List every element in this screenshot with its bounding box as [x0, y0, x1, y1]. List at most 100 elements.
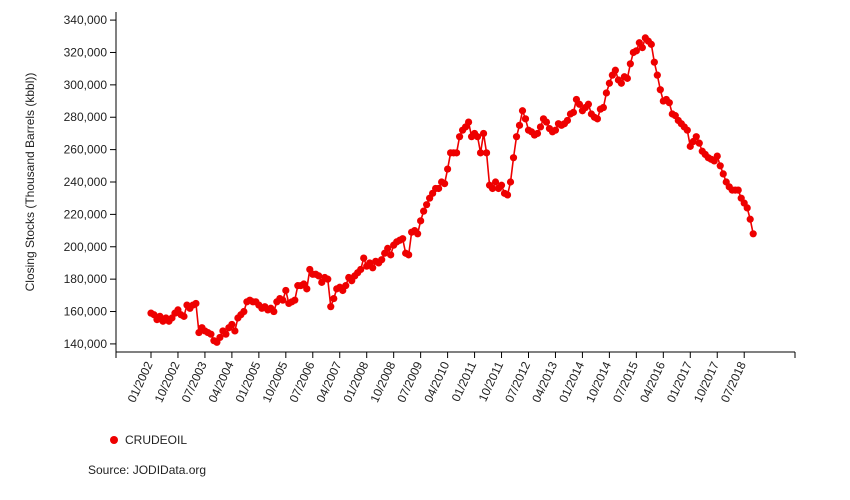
data-point[interactable] — [632, 47, 640, 55]
data-point[interactable] — [638, 44, 646, 52]
data-point[interactable] — [569, 108, 578, 116]
data-point[interactable] — [455, 133, 464, 141]
data-point[interactable] — [536, 123, 545, 131]
data-point[interactable] — [231, 327, 239, 335]
data-point[interactable] — [623, 74, 631, 82]
data-point[interactable] — [503, 191, 512, 199]
y-tick-label: 300,000 — [64, 78, 108, 92]
data-point[interactable] — [399, 235, 407, 243]
data-point[interactable] — [695, 139, 703, 147]
data-point[interactable] — [405, 251, 413, 259]
data-point[interactable] — [464, 118, 473, 126]
data-point[interactable] — [518, 107, 527, 115]
data-point[interactable] — [506, 178, 515, 186]
x-axis: 01/200210/200207/200304/200401/200510/20… — [115, 351, 796, 405]
data-point[interactable] — [270, 307, 278, 316]
data-point[interactable] — [282, 286, 290, 295]
data-point[interactable] — [713, 152, 721, 160]
data-point[interactable] — [656, 86, 664, 94]
data-point[interactable] — [240, 307, 248, 316]
y-axis-title: Closing Stocks (Thousand Barrels (kbbl)) — [23, 73, 37, 292]
data-point[interactable] — [611, 66, 619, 74]
data-point[interactable] — [563, 116, 572, 125]
data-point[interactable] — [542, 118, 551, 126]
data-point[interactable] — [327, 303, 335, 311]
data-point[interactable] — [665, 99, 673, 107]
data-point[interactable] — [303, 285, 311, 293]
data-point[interactable] — [515, 121, 524, 129]
data-point[interactable] — [605, 79, 613, 87]
data-point[interactable] — [593, 115, 602, 123]
data-point[interactable] — [521, 115, 530, 123]
legend-label-crudeoil[interactable]: CRUDEOIL — [125, 433, 188, 447]
data-point[interactable] — [650, 58, 658, 66]
data-point[interactable] — [476, 149, 485, 157]
data-point[interactable] — [207, 330, 215, 338]
data-point[interactable] — [491, 178, 500, 186]
data-point[interactable] — [575, 100, 584, 108]
y-tick-label: 260,000 — [64, 143, 108, 157]
data-point[interactable] — [617, 79, 625, 87]
series-line-crudeoil — [150, 36, 754, 344]
y-tick-label: 220,000 — [64, 207, 108, 221]
legend: CRUDEOIL — [110, 433, 187, 447]
data-point[interactable] — [683, 126, 691, 134]
data-point[interactable] — [315, 272, 323, 280]
data-point[interactable] — [369, 264, 377, 272]
data-point[interactable] — [551, 126, 560, 134]
data-point[interactable] — [384, 244, 392, 252]
data-point[interactable] — [435, 184, 443, 193]
legend-swatch-crudeoil — [110, 436, 118, 444]
data-point[interactable] — [509, 154, 518, 162]
data-point[interactable] — [653, 71, 661, 79]
data-point[interactable] — [599, 103, 607, 112]
data-point[interactable] — [342, 282, 350, 290]
data-point[interactable] — [716, 162, 724, 170]
data-point[interactable] — [497, 181, 506, 189]
data-point[interactable] — [279, 296, 287, 304]
data-point[interactable] — [734, 186, 742, 194]
data-point[interactable] — [482, 149, 491, 157]
data-point[interactable] — [746, 215, 754, 223]
data-point[interactable] — [473, 133, 482, 141]
data-point[interactable] — [222, 330, 230, 338]
data-point[interactable] — [324, 275, 332, 283]
data-point[interactable] — [387, 251, 395, 259]
data-point[interactable] — [192, 299, 200, 308]
data-point[interactable] — [216, 333, 224, 342]
data-point[interactable] — [444, 165, 452, 173]
data-point[interactable] — [291, 296, 299, 304]
data-point[interactable] — [180, 312, 188, 320]
data-point[interactable] — [452, 149, 461, 157]
data-point[interactable] — [512, 133, 521, 141]
data-point[interactable] — [423, 201, 431, 209]
data-point[interactable] — [749, 230, 757, 238]
y-axis: 140,000 160,000 180,000 200,000 220,000 240,0… — [64, 12, 117, 352]
data-point[interactable] — [488, 184, 497, 193]
data-point[interactable] — [417, 217, 425, 225]
data-point[interactable] — [420, 207, 428, 215]
data-point[interactable] — [378, 256, 386, 264]
data-point[interactable] — [228, 320, 236, 329]
data-point[interactable] — [441, 180, 449, 188]
y-tick-label: 340,000 — [64, 13, 108, 27]
data-point[interactable] — [533, 129, 542, 138]
data-point[interactable] — [626, 60, 634, 68]
data-point[interactable] — [479, 129, 488, 138]
data-point[interactable] — [357, 265, 365, 274]
x-tick-label: 01/2011 — [449, 359, 480, 404]
data-point[interactable] — [719, 170, 727, 178]
data-point[interactable] — [330, 294, 338, 303]
y-tick-label: 320,000 — [64, 45, 108, 59]
source-note: Source: JODIData.org — [88, 463, 207, 477]
data-point[interactable] — [584, 100, 593, 108]
x-tick-label: 07/2018 — [718, 359, 749, 405]
data-point[interactable] — [647, 40, 655, 48]
data-point[interactable] — [602, 89, 610, 97]
data-point[interactable] — [692, 133, 700, 141]
data-point[interactable] — [414, 230, 422, 238]
data-point[interactable] — [360, 254, 368, 262]
data-point[interactable] — [743, 204, 751, 212]
